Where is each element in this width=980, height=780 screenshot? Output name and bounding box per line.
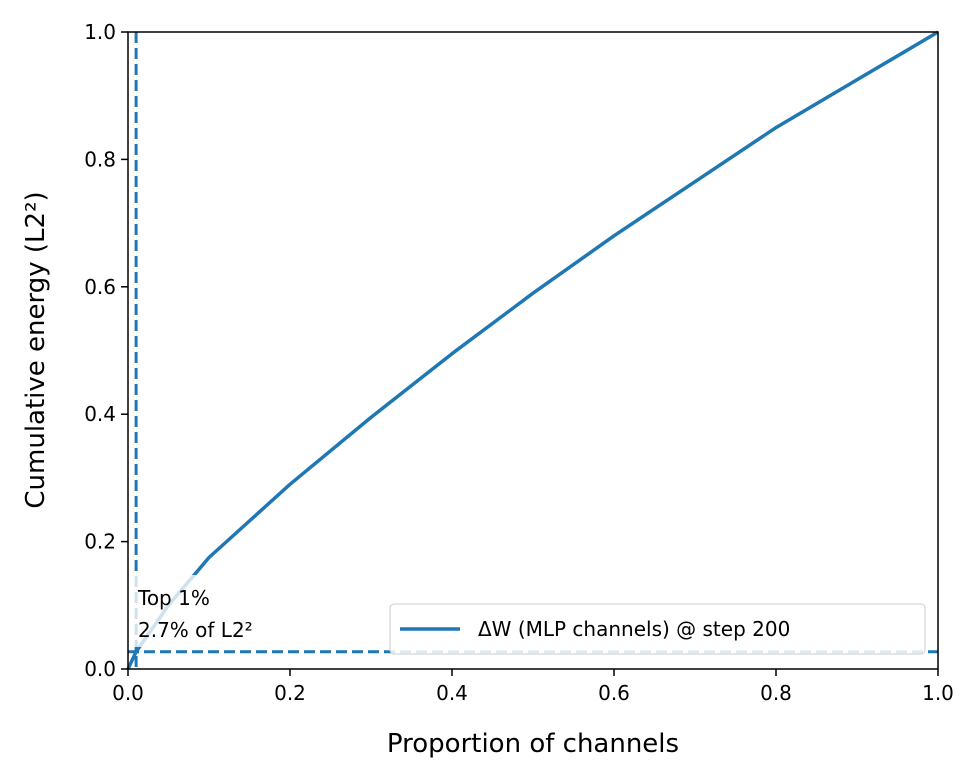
x-tick-label: 0.6 xyxy=(598,681,630,705)
annotation-line-1: Top 1% xyxy=(137,586,210,610)
y-tick-label: 0.0 xyxy=(84,657,116,681)
x-tick-label: 1.0 xyxy=(922,681,954,705)
y-tick-label: 1.0 xyxy=(84,20,116,44)
y-tick-label: 0.8 xyxy=(84,147,116,171)
axes-frame xyxy=(127,31,939,670)
annotation-line-2: 2.7% of L2² xyxy=(138,618,253,642)
legend-label: ΔW (MLP channels) @ step 200 xyxy=(478,617,790,641)
annotation-background xyxy=(129,575,297,647)
legend: ΔW (MLP channels) @ step 200 xyxy=(389,603,926,655)
y-axis-label: Cumulative energy (L2²) xyxy=(21,191,51,508)
x-tick-label: 0.2 xyxy=(274,681,306,705)
axis-ticks: 0.0 0.2 0.4 0.6 0.8 1.0 0.0 0.2 0.4 0.6 0.8 1.0 xyxy=(84,20,954,705)
y-tick-label: 0.6 xyxy=(84,275,116,299)
x-tick-label: 0.8 xyxy=(760,681,792,705)
x-tick-label: 0.4 xyxy=(436,681,468,705)
legend-box xyxy=(389,603,926,655)
x-tick-label: 0.0 xyxy=(112,681,144,705)
y-tick-label: 0.4 xyxy=(84,402,116,426)
y-tick-label: 0.2 xyxy=(84,530,116,554)
x-axis-label: Proportion of channels xyxy=(387,729,679,759)
annotation: Top 1% 2.7% of L2² xyxy=(137,586,253,642)
